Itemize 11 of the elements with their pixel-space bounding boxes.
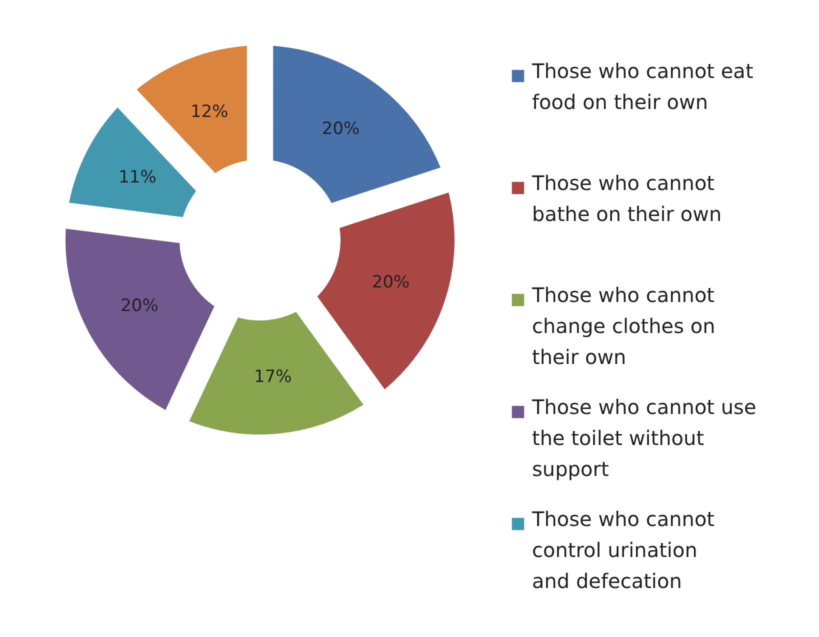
data-label: 11% bbox=[118, 168, 156, 188]
data-label: 20% bbox=[322, 118, 360, 139]
legend-label: Those who cannot bathe on their own bbox=[531, 171, 722, 226]
data-label: 17% bbox=[254, 366, 292, 387]
legend-label: Those who cannot control urination and defecation bbox=[531, 507, 715, 593]
data-label: 12% bbox=[190, 102, 228, 122]
legend-label: Those who cannot eat food on their own bbox=[531, 59, 754, 114]
legend-label: Those who cannot change clothes on their own bbox=[531, 283, 716, 369]
data-label: 20% bbox=[372, 272, 410, 292]
legend-label: Those who cannot use the toilet without support bbox=[531, 395, 756, 481]
data-label: 20% bbox=[120, 296, 158, 316]
